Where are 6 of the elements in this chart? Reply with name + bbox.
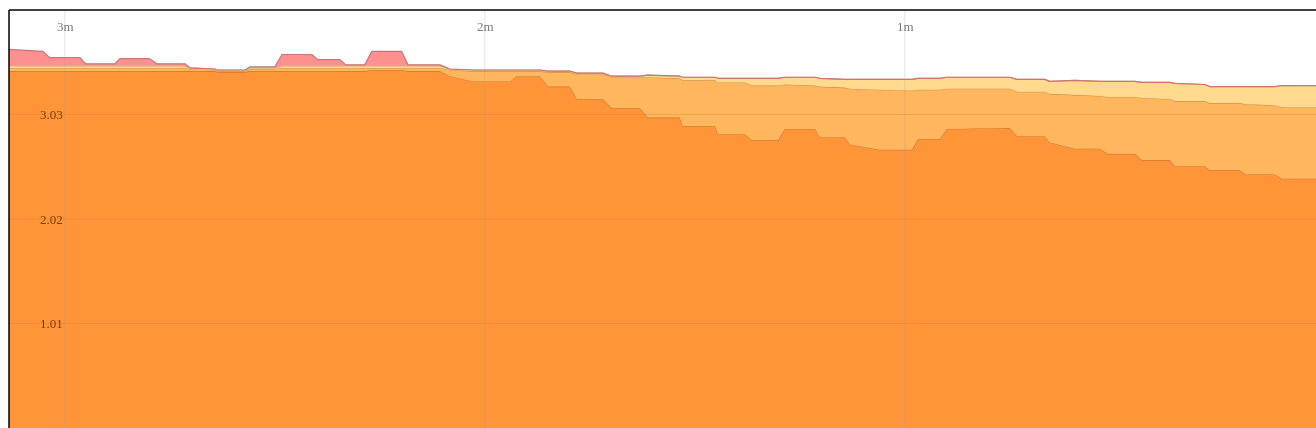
y-tick-label: 1.01 bbox=[40, 316, 63, 332]
y-tick-label: 3.03 bbox=[40, 107, 63, 123]
y-tick-label: 2.02 bbox=[40, 211, 63, 227]
x-tick-label: 1m bbox=[897, 18, 914, 34]
x-tick-label: 2m bbox=[477, 18, 494, 34]
x-tick-label: 3m bbox=[57, 18, 74, 34]
